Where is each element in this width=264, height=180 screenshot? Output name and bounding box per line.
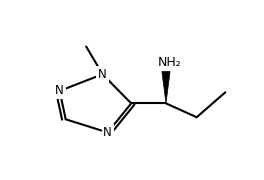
- Text: N: N: [55, 84, 64, 97]
- Text: NH₂: NH₂: [158, 56, 182, 69]
- Text: N: N: [103, 126, 112, 139]
- Text: N: N: [98, 68, 107, 81]
- Text: N: N: [103, 126, 112, 139]
- Polygon shape: [162, 71, 170, 103]
- Text: N: N: [98, 68, 107, 81]
- Text: N: N: [55, 84, 64, 97]
